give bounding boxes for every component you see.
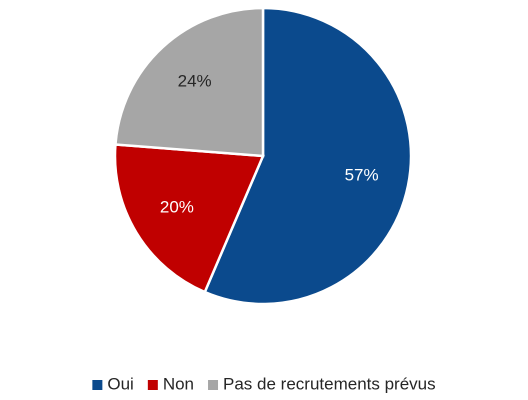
pie-slice bbox=[114, 6, 265, 158]
data-label: 57% bbox=[345, 166, 379, 185]
legend-swatch bbox=[147, 380, 158, 390]
legend-label: Non bbox=[163, 374, 194, 393]
data-label: 20% bbox=[160, 198, 194, 217]
pie-slice bbox=[203, 6, 413, 306]
legend-label: Oui bbox=[107, 374, 133, 393]
pie-slice bbox=[113, 143, 265, 294]
data-label: 24% bbox=[178, 72, 212, 91]
legend-label: Pas de recrutements prévus bbox=[223, 374, 436, 393]
legend-swatch bbox=[208, 380, 219, 390]
legend-swatch bbox=[92, 380, 103, 390]
